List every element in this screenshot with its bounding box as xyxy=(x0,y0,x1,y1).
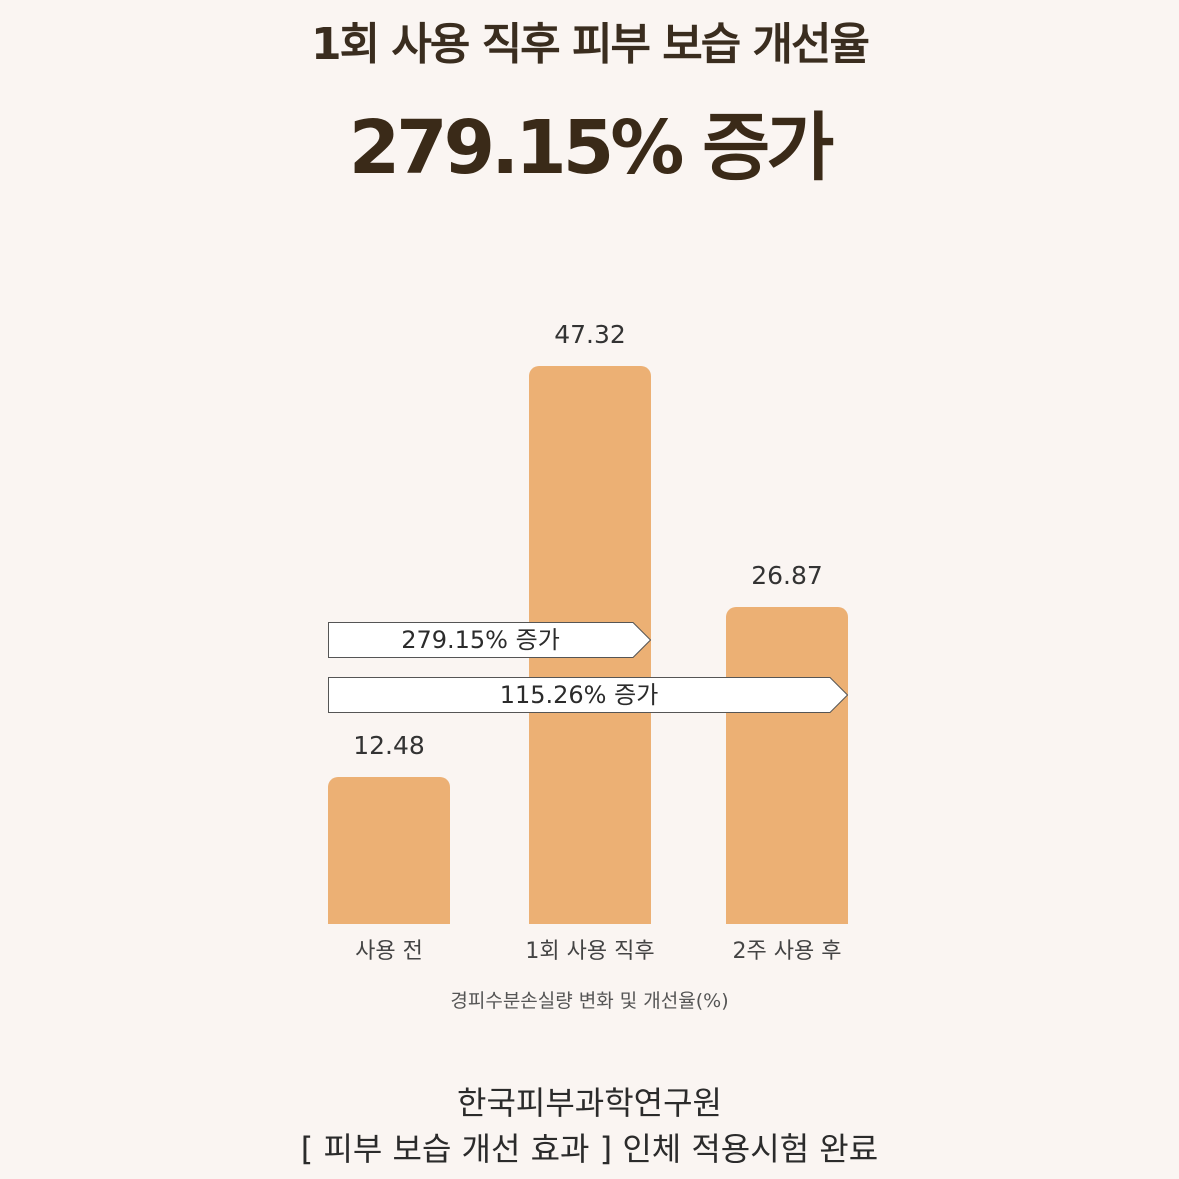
bar-1 xyxy=(328,776,450,924)
test-note: [ 피부 보습 개선 효과 ] 인체 적용시험 완료 xyxy=(300,1130,879,1168)
bar-value-label-2: 47.32 xyxy=(554,320,626,349)
arrow-label-2: 115.26% 증가 xyxy=(499,681,659,709)
increase-arrow-1: 279.15% 증가 xyxy=(328,622,651,658)
increase-arrow-2: 115.26% 증가 xyxy=(328,677,848,713)
bar-3 xyxy=(726,607,848,924)
arrow-label-1: 279.15% 증가 xyxy=(401,626,560,654)
x-axis-caption: 경피수분손실량 변화 및 개선율(%) xyxy=(450,990,729,1012)
bar-value-label-1: 12.48 xyxy=(353,730,425,760)
chart-title: 1회 사용 직후 피부 보습 개선율 xyxy=(311,19,870,70)
arrow-shape-1 xyxy=(328,622,651,658)
category-label-1: 사용 전 xyxy=(355,939,423,964)
institute-name: 한국피부과학연구원 xyxy=(457,1084,722,1122)
headline-increase: 279.15% 증가 xyxy=(348,105,835,191)
arrow-shape-2 xyxy=(328,677,848,713)
category-label-2: 1회 사용 직후 xyxy=(525,939,655,964)
category-label-3: 2주 사용 후 xyxy=(732,939,842,964)
bar-value-label-3: 26.87 xyxy=(751,561,823,591)
